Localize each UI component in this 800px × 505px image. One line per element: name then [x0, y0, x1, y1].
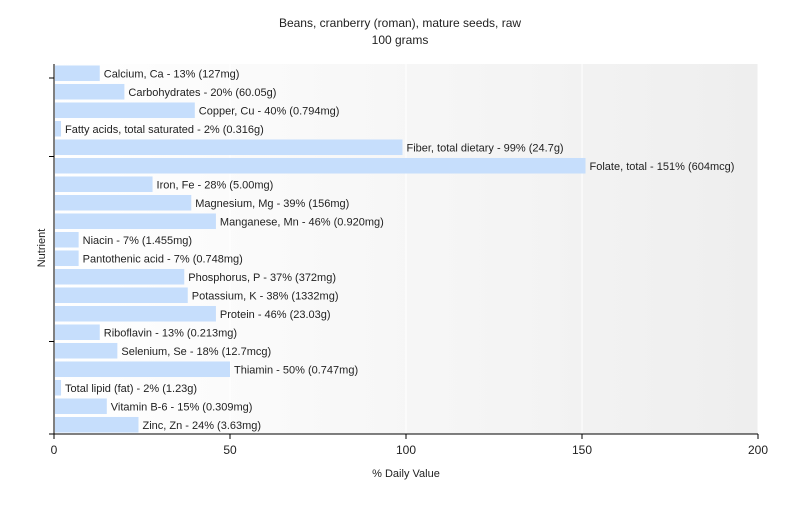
bar-label: Protein - 46% (23.03g): [220, 309, 331, 321]
bar: [55, 416, 139, 433]
x-tick-label: 50: [223, 443, 237, 457]
bar-label: Vitamin B-6 - 15% (0.309mg): [111, 401, 253, 413]
bar-label: Iron, Fe - 28% (5.00mg): [157, 179, 274, 191]
bar: [55, 139, 403, 156]
bar-label: Riboflavin - 13% (0.213mg): [104, 327, 237, 339]
bar: [55, 176, 153, 193]
bar-label: Magnesium, Mg - 39% (156mg): [195, 198, 349, 210]
bar: [55, 342, 118, 359]
bar: [55, 361, 230, 378]
bar: [55, 250, 79, 267]
x-tick-label: 0: [51, 443, 58, 457]
bar: [55, 157, 586, 174]
bar-label: Phosphorus, P - 37% (372mg): [188, 272, 336, 284]
bar: [55, 305, 216, 322]
bar-label: Niacin - 7% (1.455mg): [83, 235, 192, 247]
bar: [55, 213, 216, 230]
chart-title: Beans, cranberry (roman), mature seeds, …: [279, 16, 521, 30]
bar-label: Thiamin - 50% (0.747mg): [234, 364, 358, 376]
bar: [55, 231, 79, 248]
bar: [55, 398, 107, 415]
bar: [55, 287, 188, 304]
bar: [55, 379, 62, 396]
x-tick-label: 150: [572, 443, 592, 457]
x-axis-label: % Daily Value: [372, 468, 440, 480]
bar-label: Folate, total - 151% (604mcg): [590, 161, 735, 173]
x-tick-label: 100: [396, 443, 416, 457]
bar-label: Copper, Cu - 40% (0.794mg): [199, 105, 340, 117]
bar: [55, 102, 195, 119]
bar: [55, 120, 62, 137]
bar-label: Total lipid (fat) - 2% (1.23g): [65, 383, 197, 395]
bar: [55, 194, 192, 211]
bar: [55, 268, 185, 285]
bar: [55, 65, 100, 82]
bar-label: Fatty acids, total saturated - 2% (0.316…: [65, 124, 264, 136]
bar-label: Potassium, K - 38% (1332mg): [192, 290, 339, 302]
chart-subtitle: 100 grams: [372, 33, 429, 47]
bar-label: Carbohydrates - 20% (60.05g): [128, 87, 276, 99]
bar-label: Selenium, Se - 18% (12.7mcg): [121, 346, 271, 358]
x-tick-label: 200: [748, 443, 768, 457]
bar-label: Manganese, Mn - 46% (0.920mg): [220, 216, 384, 228]
bar: [55, 83, 125, 100]
bar-label: Pantothenic acid - 7% (0.748mg): [83, 253, 243, 265]
bar-label: Calcium, Ca - 13% (127mg): [104, 68, 240, 80]
bar: [55, 324, 100, 341]
y-axis-label: Nutrient: [36, 229, 48, 268]
bar-label: Zinc, Zn - 24% (3.63mg): [142, 420, 261, 432]
bar-label: Fiber, total dietary - 99% (24.7g): [406, 142, 563, 154]
